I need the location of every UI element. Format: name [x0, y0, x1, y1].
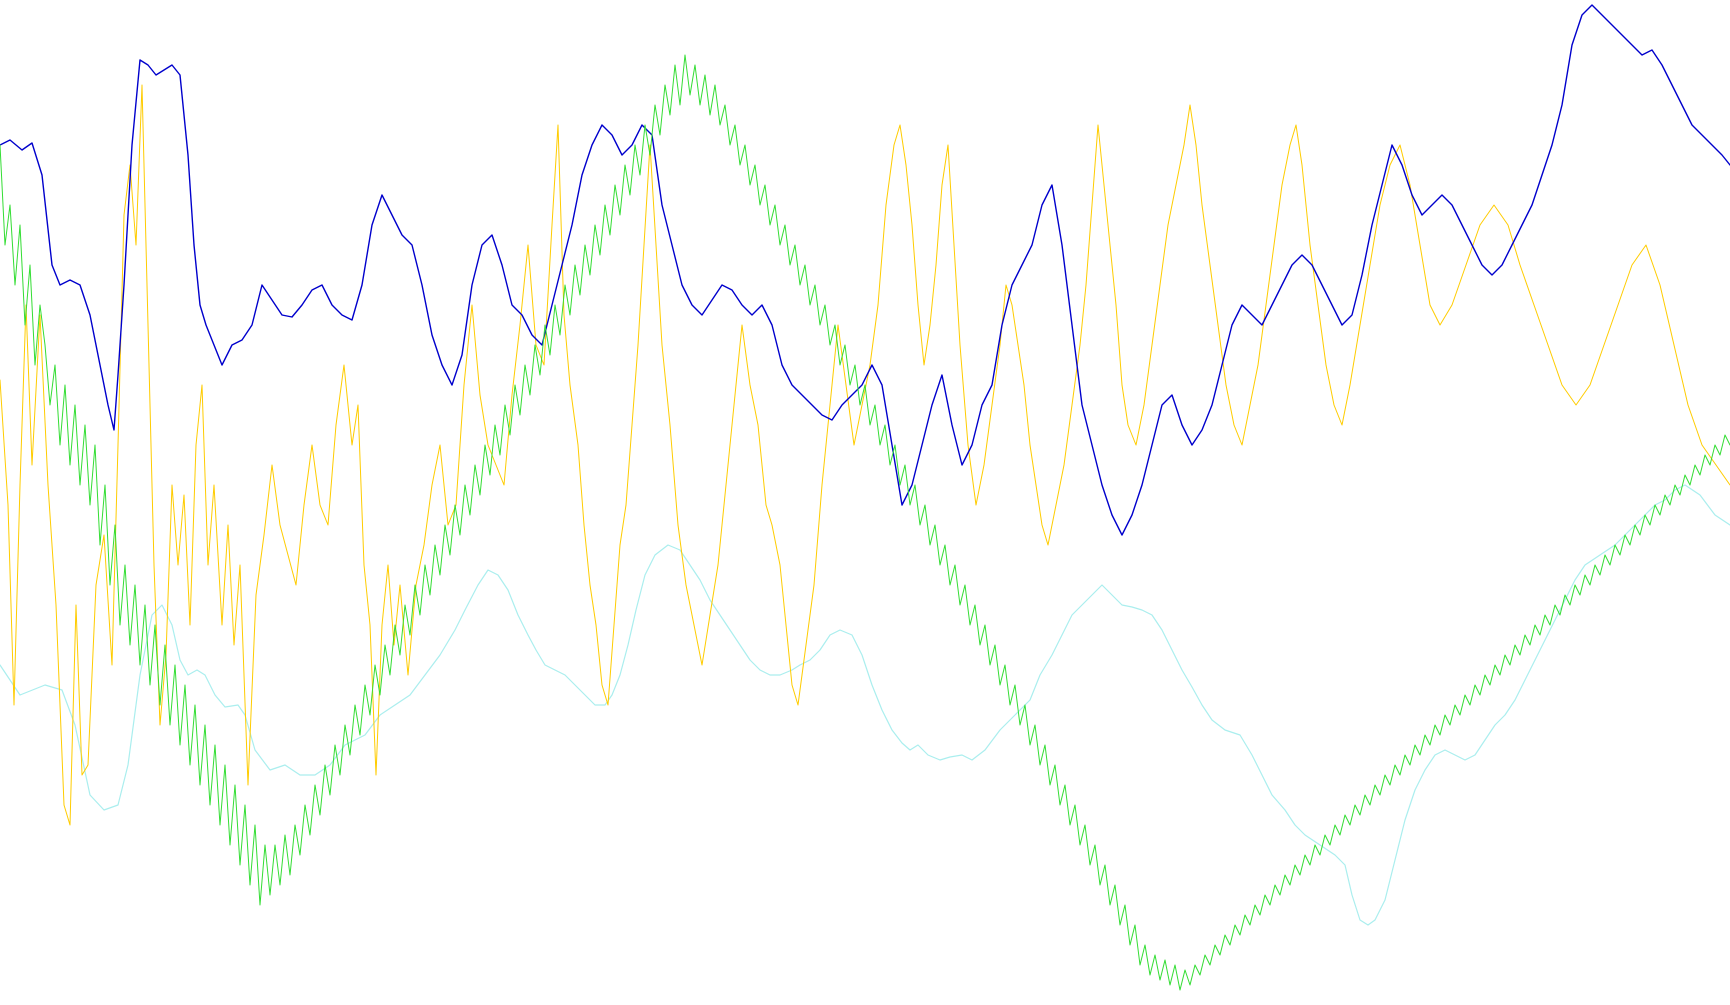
- series-line-yellow: [0, 84, 1730, 826]
- series-green: [0, 54, 1730, 991]
- series-line-green: [0, 54, 1730, 991]
- series-line-blue: [0, 4, 1730, 536]
- series-yellow: [0, 84, 1730, 826]
- series-line-cyan: [0, 484, 1730, 926]
- series-blue: [0, 4, 1730, 536]
- series-cyan: [0, 484, 1730, 926]
